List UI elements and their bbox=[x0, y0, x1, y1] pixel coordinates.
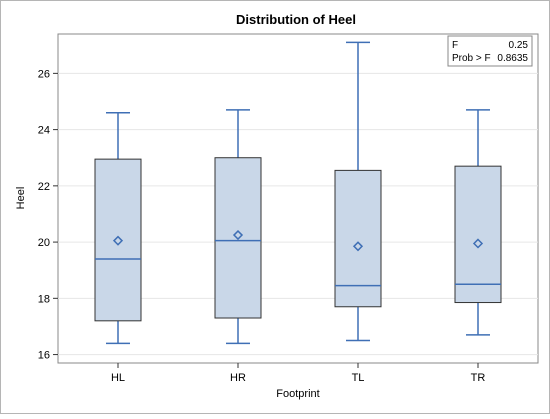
mean-marker bbox=[232, 229, 244, 241]
x-axis: HL HR TL TR bbox=[111, 363, 485, 384]
y-tick-label: 18 bbox=[38, 293, 50, 305]
stat-f-label: F bbox=[452, 40, 458, 51]
boxes-layer bbox=[94, 41, 502, 345]
box-tl bbox=[334, 41, 382, 342]
iqr-box bbox=[214, 157, 262, 319]
stat-prob-value: 0.8635 bbox=[497, 53, 528, 64]
x-tick-label: HL bbox=[111, 372, 125, 384]
x-tick-label: HR bbox=[230, 372, 246, 384]
stats-inset: F 0.25 Prob > F 0.8635 bbox=[447, 35, 533, 67]
box-tr bbox=[454, 109, 502, 336]
y-tick-label: 24 bbox=[38, 125, 50, 137]
x-tick-label: TL bbox=[352, 372, 365, 384]
y-axis-label: Heel bbox=[15, 187, 27, 210]
chart-title: Distribution of Heel bbox=[236, 12, 356, 27]
y-tick-label: 16 bbox=[38, 350, 50, 362]
mean-marker bbox=[472, 238, 484, 249]
mean-marker bbox=[352, 241, 364, 252]
y-tick-label: 22 bbox=[38, 181, 50, 193]
iqr-box bbox=[334, 169, 382, 308]
x-axis-label: Footprint bbox=[276, 388, 319, 400]
iqr-box bbox=[94, 158, 142, 322]
stats-inset-box bbox=[447, 35, 533, 67]
box-hl bbox=[94, 111, 142, 345]
x-tick-label: TR bbox=[471, 372, 486, 384]
iqr-box bbox=[454, 165, 502, 304]
stat-prob-label: Prob > F bbox=[452, 53, 491, 64]
stat-f-value: 0.25 bbox=[509, 40, 529, 51]
y-tick-label: 26 bbox=[38, 68, 50, 80]
box-hr bbox=[214, 109, 262, 345]
y-axis: 16 18 20 22 24 26 bbox=[38, 68, 58, 362]
y-tick-label: 20 bbox=[38, 237, 50, 249]
mean-marker bbox=[112, 235, 124, 246]
